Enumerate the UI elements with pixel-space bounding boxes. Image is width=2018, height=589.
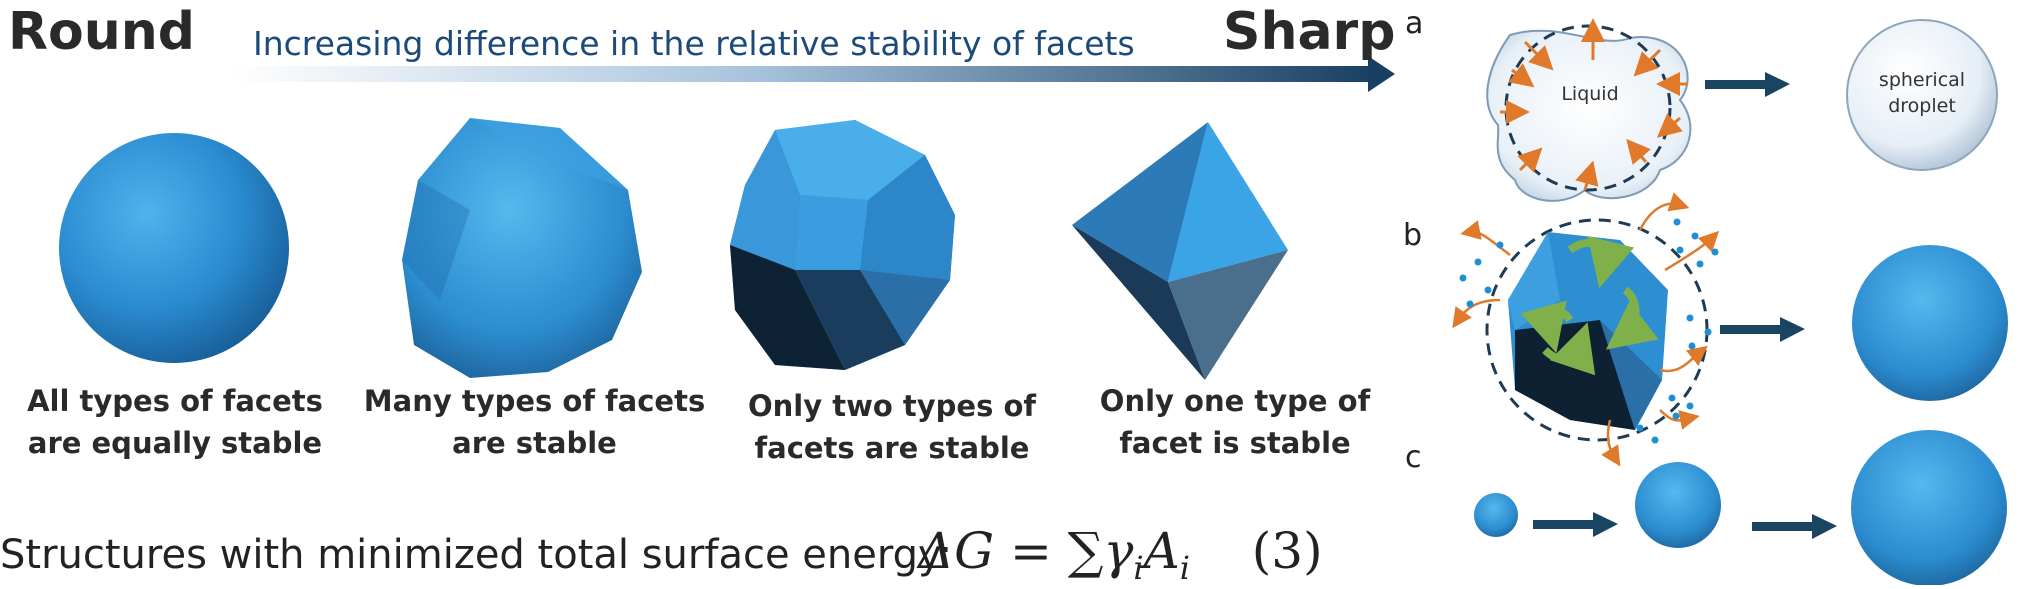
arrow-b: [1720, 317, 1805, 342]
many-facet-polyhedron: [402, 118, 642, 378]
adatoms: [1459, 218, 1719, 444]
sharp-label: Sharp: [1223, 2, 1396, 62]
round-sphere: [59, 133, 289, 363]
caption-round-line2: are equally stable: [27, 426, 323, 461]
droplet-label-line2: droplet: [1888, 94, 1956, 117]
panel-letter-b: b: [1403, 218, 1423, 253]
caption-many-facets: Many types of facets are stable: [357, 380, 712, 464]
octahedron: [1072, 122, 1288, 380]
stability-arrow-text: Increasing difference in the relative st…: [253, 24, 1135, 63]
small-crystal: [1474, 493, 1518, 537]
equation-area: A: [1143, 522, 1180, 580]
caption-many-facets-line1: Many types of facets: [363, 384, 706, 418]
footer-text: Structures with minimized total surface …: [0, 532, 953, 578]
medium-crystal: [1635, 462, 1721, 548]
equation-number: (3): [1251, 522, 1323, 580]
equation-gamma: γ: [1103, 522, 1134, 580]
liquid-blob: [1486, 18, 1692, 202]
caption-one-facet: Only one type of facet is stable: [1070, 380, 1400, 464]
caption-two-facets-line2: facets are stable: [754, 431, 1030, 466]
droplet-label-line1: spherical: [1878, 69, 1966, 91]
equation-subscript-2: i: [1179, 549, 1190, 587]
equation-subscript-1: i: [1133, 549, 1144, 587]
large-crystal: [1851, 430, 2007, 585]
equation-lhs: ΔG: [918, 522, 995, 580]
arrow-a: [1705, 72, 1790, 97]
caption-two-facets-line1: Only two types of: [747, 389, 1036, 423]
arrow-c1: [1533, 512, 1618, 537]
panel-letter-a: a: [1405, 6, 1424, 41]
caption-one-facet-line1: Only one type of: [1099, 384, 1371, 418]
equation-equals: =: [1009, 522, 1052, 580]
arrow-c2: [1752, 514, 1837, 539]
caption-round-line1: All types of facets: [27, 384, 323, 418]
liquid-label: Liquid: [1561, 83, 1619, 105]
faceted-particle: [1485, 218, 1709, 442]
caption-round: All types of facets are equally stable: [0, 380, 350, 464]
two-facet-polyhedron: [730, 120, 955, 370]
caption-two-facets: Only two types of facets are stable: [722, 385, 1062, 469]
panel-letter-c: c: [1405, 440, 1422, 475]
spherical-droplet: [1846, 19, 1998, 171]
caption-one-facet-line2: facet is stable: [1119, 426, 1351, 461]
rounded-crystal-b: [1852, 245, 2008, 401]
equation-sum: ∑: [1067, 522, 1104, 580]
surface-energy-equation: ΔG = ∑γiAi (3): [918, 522, 1323, 589]
caption-many-facets-line2: are stable: [452, 426, 617, 461]
round-label: Round: [8, 2, 196, 62]
droplet-label: spherical droplet: [1867, 68, 1977, 119]
stability-arrow: [230, 56, 1395, 92]
